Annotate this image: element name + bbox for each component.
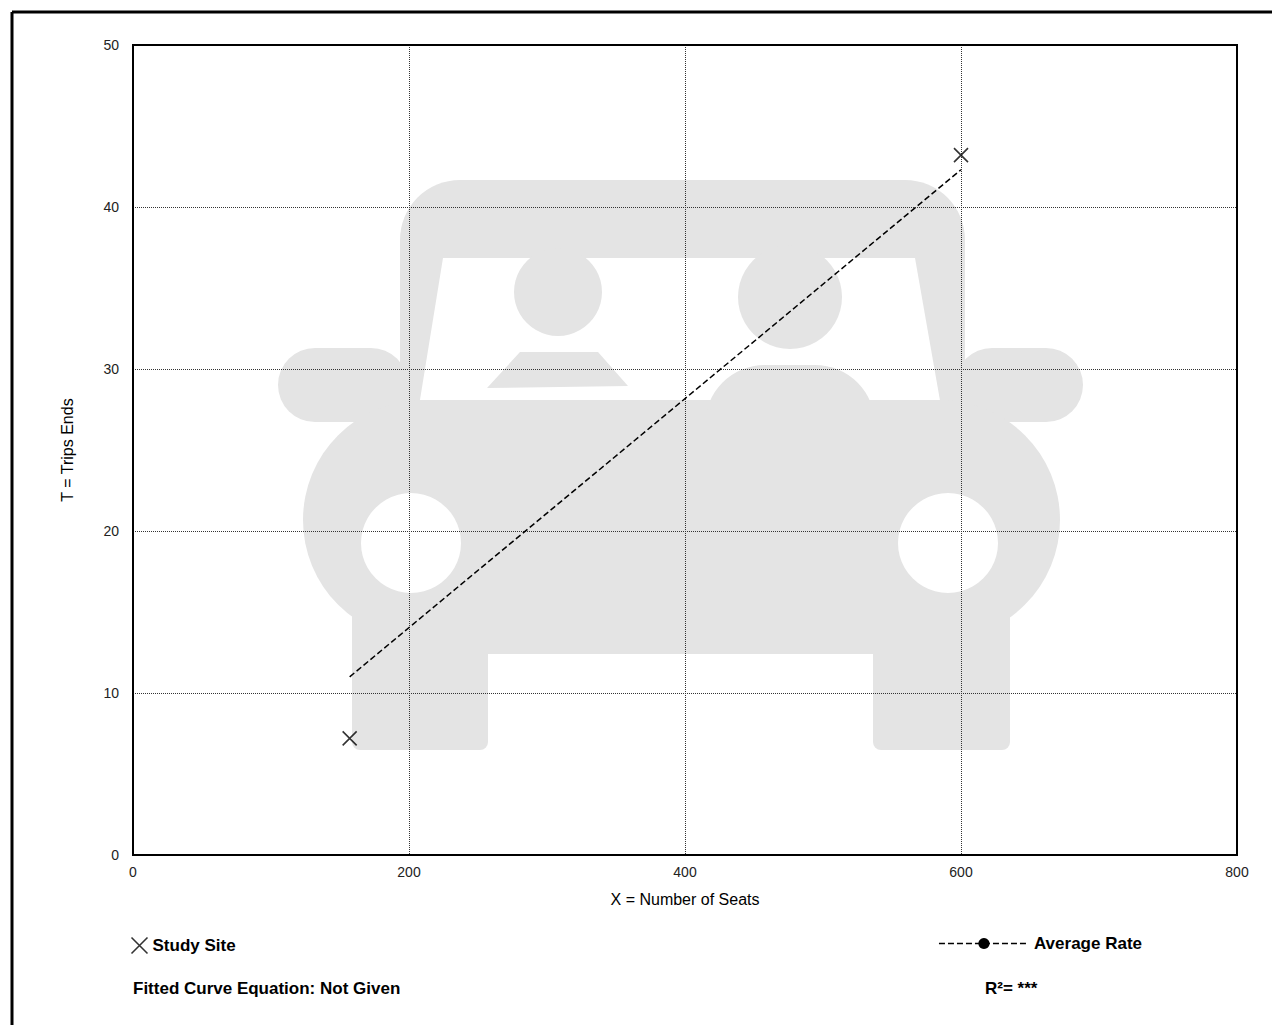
- svg-text:200: 200: [397, 864, 421, 880]
- svg-text:40: 40: [103, 199, 119, 215]
- svg-text:20: 20: [103, 523, 119, 539]
- svg-text:Study Site: Study Site: [153, 936, 236, 955]
- svg-text:50: 50: [103, 37, 119, 53]
- svg-text:10: 10: [103, 685, 119, 701]
- svg-text:400: 400: [673, 864, 697, 880]
- svg-text:0: 0: [111, 847, 119, 863]
- svg-text:Average Rate: Average Rate: [1034, 934, 1142, 953]
- svg-text:Fitted Curve Equation: Not Giv: Fitted Curve Equation: Not Given: [133, 979, 400, 998]
- svg-text:X = Number of Seats: X = Number of Seats: [611, 891, 760, 908]
- svg-text:800: 800: [1225, 864, 1249, 880]
- svg-text:600: 600: [949, 864, 973, 880]
- svg-text:0: 0: [129, 864, 137, 880]
- svg-text:30: 30: [103, 361, 119, 377]
- svg-text:T = Trips Ends: T = Trips Ends: [59, 398, 76, 501]
- svg-text:R²= ***: R²= ***: [985, 979, 1038, 998]
